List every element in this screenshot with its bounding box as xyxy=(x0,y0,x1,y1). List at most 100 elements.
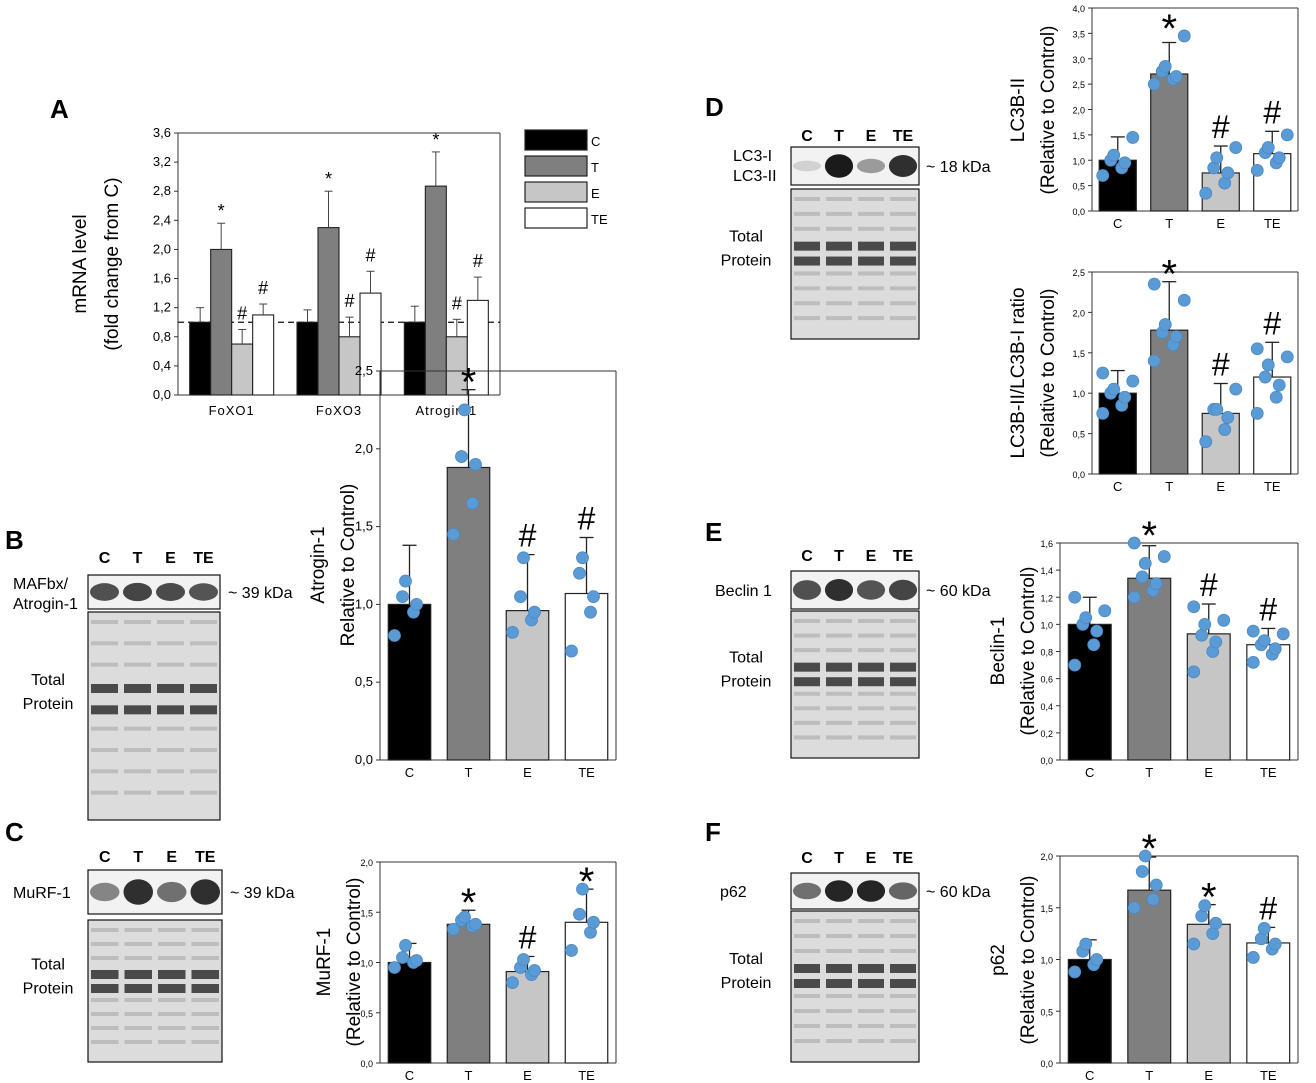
total-protein-band xyxy=(124,620,151,624)
data-point xyxy=(1246,655,1260,669)
total-protein-band xyxy=(190,684,217,693)
total-protein-band xyxy=(191,928,219,932)
total-protein-band xyxy=(124,956,152,960)
data-point xyxy=(1250,406,1264,420)
significance-mark: * xyxy=(579,860,595,904)
total-protein-band xyxy=(858,271,884,276)
data-point xyxy=(576,882,589,896)
total-protein-band xyxy=(124,769,151,774)
x-tick-label: TE xyxy=(578,1068,595,1083)
data-point xyxy=(565,644,578,658)
total-protein-label-line2: Protein xyxy=(721,975,772,992)
significance-mark: * xyxy=(218,201,225,221)
significance-mark: # xyxy=(578,500,596,536)
total-protein-band xyxy=(890,994,916,998)
total-protein-band xyxy=(858,1024,884,1028)
protein-band xyxy=(792,580,822,600)
significance-mark: # xyxy=(344,291,354,311)
total-protein-band xyxy=(124,662,151,667)
total-protein-band xyxy=(124,790,151,795)
x-tick-label: T xyxy=(465,765,473,780)
total-protein-band xyxy=(890,1039,916,1043)
total-protein-band xyxy=(826,979,852,988)
chart-C: 0,0 0,5 1,0 1,5 2,0 MuRF-1 (Relative to Contro… xyxy=(314,858,617,1083)
data-point xyxy=(1250,163,1264,177)
total-protein-band xyxy=(124,970,152,979)
data-point xyxy=(1068,590,1082,604)
y-tick-label: 2,0 xyxy=(1072,106,1085,116)
molecular-weight-label: ~ 60 kDa xyxy=(926,583,991,600)
total-protein-band xyxy=(858,964,884,973)
y-tick-label: 2,0 xyxy=(355,441,373,456)
data-point xyxy=(1229,382,1243,396)
y-axis-title: Beclin-1 xyxy=(988,617,1009,686)
total-protein-band xyxy=(124,928,152,932)
total-protein-band xyxy=(858,691,884,696)
band-label-line2: Atrogin-1 xyxy=(13,596,78,613)
data-point xyxy=(399,939,412,952)
lane-label: E xyxy=(866,850,877,867)
total-protein-band xyxy=(890,197,916,201)
total-protein-band xyxy=(826,1024,852,1028)
total-protein-band xyxy=(890,648,916,653)
total-protein-band xyxy=(157,684,184,693)
x-tick-label: E xyxy=(523,1068,532,1083)
total-protein-label-line2: Protein xyxy=(721,253,772,270)
total-protein-band xyxy=(794,316,820,321)
bar-C xyxy=(387,961,432,1064)
x-tick-label: T xyxy=(1145,1068,1153,1083)
data-point xyxy=(1199,435,1213,449)
data-point xyxy=(1135,570,1149,584)
total-protein-band xyxy=(157,726,184,731)
total-protein-band xyxy=(794,1024,820,1028)
y-tick-label: 3,0 xyxy=(1072,55,1085,65)
total-protein-band xyxy=(858,211,884,216)
total-protein-band xyxy=(794,720,820,725)
data-point xyxy=(587,590,600,604)
bar-T xyxy=(446,466,491,761)
data-point xyxy=(1158,318,1172,331)
lane-label: C xyxy=(99,849,111,866)
y-axis-title-line2: (Relative to Control) xyxy=(1018,876,1039,1045)
total-protein-band xyxy=(794,1009,820,1013)
legend-swatch-TE xyxy=(524,207,588,229)
data-point xyxy=(1138,849,1152,863)
total-protein-band xyxy=(858,1009,884,1013)
chart-A: 0,0 0,4 0,8 1,2 1,6 2,0 2,4 2,8 3,2 3,6 mRNA level… xyxy=(70,125,501,418)
lane-label: C xyxy=(99,550,111,567)
total-protein-band xyxy=(191,970,219,979)
protein-band xyxy=(89,583,120,601)
y-axis-title: Atrogin-1 xyxy=(308,526,329,603)
y-tick-label: 2,5 xyxy=(355,363,373,378)
data-point xyxy=(1158,59,1172,73)
total-protein-band xyxy=(890,964,916,973)
data-point xyxy=(517,953,530,966)
total-protein-band xyxy=(794,979,820,988)
data-point xyxy=(1229,141,1243,154)
x-tick-label: TE xyxy=(578,765,595,780)
data-point xyxy=(1118,156,1132,170)
chart-B: 0,0 0,5 1,0 1,5 2,0 2,5 Atrogin-1 Relative to C… xyxy=(308,361,617,780)
bar-C xyxy=(189,321,212,396)
lane-label: T xyxy=(133,849,143,866)
total-protein-band xyxy=(826,619,852,623)
total-protein-band xyxy=(91,942,119,946)
total-protein-band xyxy=(826,934,852,938)
total-protein-band xyxy=(91,684,118,693)
total-protein-band xyxy=(794,735,820,740)
data-point xyxy=(1187,937,1201,951)
total-protein-band xyxy=(124,998,152,1002)
data-point xyxy=(1177,29,1191,43)
x-tick-label: E xyxy=(1204,1068,1213,1083)
lane-label: T xyxy=(834,128,844,145)
data-point xyxy=(1250,342,1264,356)
total-protein-band xyxy=(794,197,820,201)
total-protein-band xyxy=(826,677,852,687)
total-protein-band xyxy=(890,720,916,725)
data-point xyxy=(1269,390,1283,404)
y-tick-label: 2,5 xyxy=(1072,80,1085,90)
protein-band xyxy=(155,583,186,601)
total-protein-band xyxy=(890,241,916,251)
y-tick-label: 0,0 xyxy=(1072,207,1085,217)
